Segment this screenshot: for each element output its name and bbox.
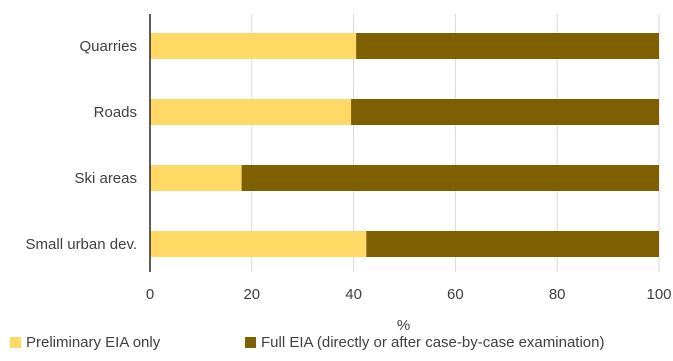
bar-preliminary-0 (150, 33, 357, 59)
bar-full-1 (351, 99, 659, 125)
bar-full-3 (366, 231, 659, 257)
x-tick-label-0: 0 (146, 286, 154, 303)
y-category-label: Small urban dev. (26, 236, 137, 253)
bars (150, 33, 659, 257)
x-axis-title: % (397, 317, 410, 334)
x-tick-label-20: 20 (243, 286, 260, 303)
y-category-label: Ski areas (74, 170, 137, 187)
legend-label-1: Full EIA (directly or after case-by-case… (261, 334, 604, 351)
bar-preliminary-3 (150, 231, 367, 257)
x-tick-label-60: 60 (447, 286, 464, 303)
bar-full-0 (356, 33, 659, 59)
x-tick-label-40: 40 (345, 286, 362, 303)
labels: 0 20 40 60 80 100% Quarries Roads Ski areas Small… (26, 38, 672, 334)
y-category-label: Quarries (79, 38, 137, 55)
legend-label-0: Preliminary EIA only (26, 334, 161, 351)
bar-preliminary-2 (150, 165, 242, 191)
y-category-label: Roads (94, 104, 137, 121)
bar-preliminary-1 (150, 99, 352, 125)
bar-full-2 (241, 165, 659, 191)
x-tick-label-80: 80 (549, 286, 566, 303)
x-tick-label-100: 100 (646, 286, 671, 303)
legend-swatch-1 (245, 337, 256, 348)
legend-swatch-0 (10, 337, 21, 348)
legend: Preliminary EIA only Full EIA (directly o… (10, 334, 604, 351)
